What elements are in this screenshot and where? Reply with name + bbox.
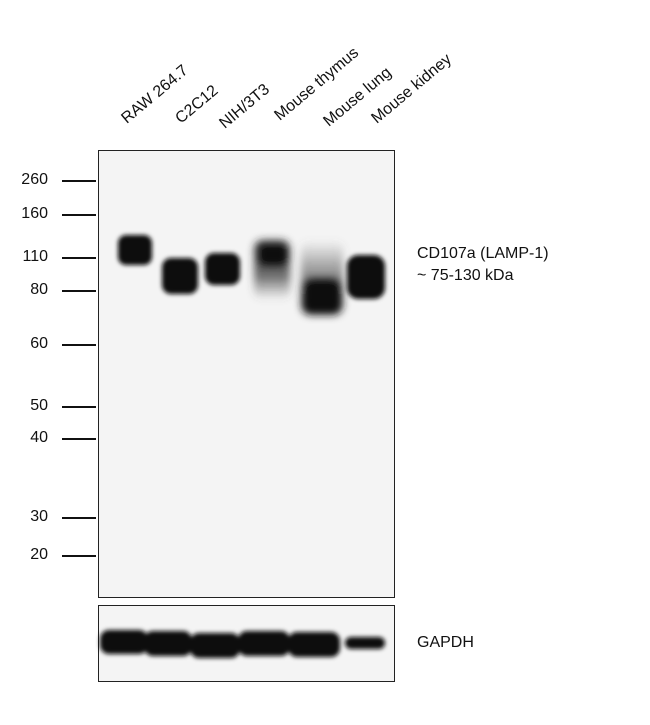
main-blot-panel [98, 150, 395, 598]
mw-tick-160 [62, 214, 96, 216]
mw-label-160: 160 [21, 205, 48, 222]
mw-tick-40 [62, 438, 96, 440]
mw-tick-60 [62, 344, 96, 346]
band-nih3t3 [205, 253, 240, 285]
band-raw264 [118, 235, 152, 265]
band-mouse-lung [301, 240, 343, 315]
mw-label-30: 30 [30, 508, 48, 525]
target-size: ~ 75-130 kDa [417, 267, 514, 284]
mw-label-40: 40 [30, 429, 48, 446]
gapdh-bands [100, 630, 385, 658]
mw-label-260: 260 [21, 171, 48, 188]
mw-label-50: 50 [30, 397, 48, 414]
mw-label-60: 60 [30, 335, 48, 352]
mw-label-20: 20 [30, 546, 48, 563]
mw-tick-80 [62, 290, 96, 292]
mw-tick-20 [62, 555, 96, 557]
target-name: CD107a (LAMP-1) [417, 245, 549, 262]
mw-tick-110 [62, 257, 96, 259]
mw-tick-260 [62, 180, 96, 182]
mw-tick-50 [62, 406, 96, 408]
mw-label-80: 80 [30, 281, 48, 298]
mw-tick-30 [62, 517, 96, 519]
band-c2c12 [162, 258, 198, 294]
loading-control-label: GAPDH [417, 634, 474, 651]
mw-label-110: 110 [22, 248, 48, 265]
band-mouse-kidney [347, 255, 385, 299]
band-mouse-thymus [254, 240, 290, 300]
